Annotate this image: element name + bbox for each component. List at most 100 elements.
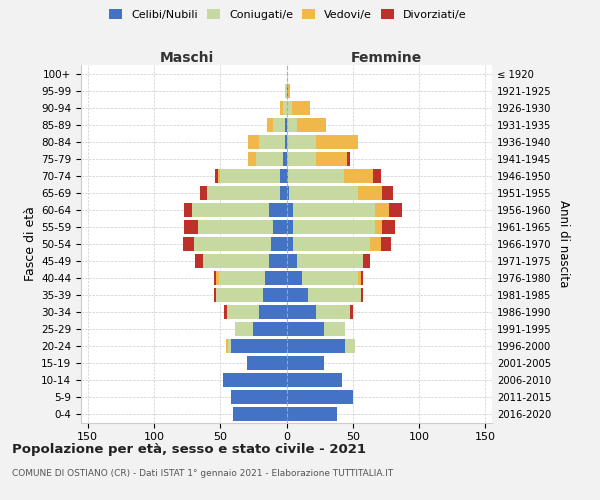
Bar bbox=[269, 202, 287, 216]
Bar bbox=[193, 202, 269, 216]
Bar bbox=[287, 322, 323, 336]
Bar bbox=[259, 305, 287, 319]
Bar bbox=[293, 237, 370, 250]
Bar bbox=[273, 118, 285, 132]
Bar bbox=[323, 322, 345, 336]
Bar bbox=[256, 152, 283, 166]
Bar bbox=[219, 271, 265, 285]
Bar bbox=[376, 220, 382, 234]
Bar bbox=[361, 271, 364, 285]
Bar bbox=[194, 237, 271, 250]
Bar bbox=[287, 152, 316, 166]
Bar bbox=[358, 271, 361, 285]
Bar bbox=[253, 322, 287, 336]
Bar bbox=[214, 288, 216, 302]
Bar bbox=[287, 84, 288, 98]
Bar bbox=[220, 168, 280, 182]
Bar bbox=[380, 237, 391, 250]
Bar bbox=[292, 100, 310, 114]
Bar bbox=[287, 168, 288, 182]
Bar bbox=[269, 254, 287, 268]
Bar bbox=[287, 356, 323, 370]
Bar bbox=[215, 168, 218, 182]
Bar bbox=[308, 288, 361, 302]
Bar bbox=[287, 100, 292, 114]
Bar bbox=[364, 254, 370, 268]
Bar bbox=[287, 373, 342, 387]
Bar bbox=[248, 152, 256, 166]
Bar bbox=[287, 186, 289, 200]
Bar bbox=[287, 390, 353, 404]
Text: Maschi: Maschi bbox=[160, 51, 214, 65]
Text: Femmine: Femmine bbox=[350, 51, 422, 65]
Bar bbox=[266, 118, 273, 132]
Bar bbox=[280, 168, 287, 182]
Bar bbox=[287, 237, 293, 250]
Bar bbox=[271, 237, 287, 250]
Bar bbox=[287, 305, 316, 319]
Bar bbox=[200, 186, 207, 200]
Bar bbox=[283, 152, 287, 166]
Bar bbox=[287, 271, 302, 285]
Bar bbox=[283, 100, 287, 114]
Bar bbox=[345, 339, 355, 353]
Bar bbox=[370, 237, 380, 250]
Bar bbox=[197, 220, 273, 234]
Bar bbox=[285, 118, 287, 132]
Bar bbox=[297, 118, 326, 132]
Bar bbox=[226, 339, 228, 353]
Bar bbox=[223, 373, 287, 387]
Bar bbox=[214, 271, 216, 285]
Bar bbox=[382, 186, 392, 200]
Bar bbox=[216, 271, 219, 285]
Bar bbox=[235, 322, 253, 336]
Bar bbox=[227, 305, 259, 319]
Bar bbox=[287, 288, 308, 302]
Bar bbox=[358, 186, 382, 200]
Bar bbox=[231, 390, 287, 404]
Bar bbox=[263, 288, 287, 302]
Bar bbox=[218, 168, 220, 182]
Bar bbox=[287, 134, 316, 148]
Bar bbox=[382, 220, 395, 234]
Bar bbox=[287, 407, 337, 421]
Bar bbox=[207, 186, 280, 200]
Bar bbox=[265, 271, 287, 285]
Y-axis label: Fasce di età: Fasce di età bbox=[24, 206, 37, 281]
Bar bbox=[259, 134, 285, 148]
Bar bbox=[216, 288, 263, 302]
Bar bbox=[302, 271, 358, 285]
Bar bbox=[287, 118, 297, 132]
Bar bbox=[247, 356, 287, 370]
Bar bbox=[231, 339, 287, 353]
Bar bbox=[373, 168, 380, 182]
Legend: Celibi/Nubili, Coniugati/e, Vedovi/e, Divorziati/e: Celibi/Nubili, Coniugati/e, Vedovi/e, Di… bbox=[106, 6, 470, 23]
Bar bbox=[195, 254, 203, 268]
Bar bbox=[280, 186, 287, 200]
Bar bbox=[316, 152, 347, 166]
Bar bbox=[316, 134, 358, 148]
Text: Popolazione per età, sesso e stato civile - 2021: Popolazione per età, sesso e stato civil… bbox=[12, 442, 366, 456]
Y-axis label: Anni di nascita: Anni di nascita bbox=[557, 200, 570, 288]
Bar bbox=[289, 186, 358, 200]
Text: COMUNE DI OSTIANO (CR) - Dati ISTAT 1° gennaio 2021 - Elaborazione TUTTITALIA.IT: COMUNE DI OSTIANO (CR) - Dati ISTAT 1° g… bbox=[12, 469, 393, 478]
Bar bbox=[361, 288, 364, 302]
Bar bbox=[287, 220, 293, 234]
Bar bbox=[280, 100, 283, 114]
Bar bbox=[273, 220, 287, 234]
Bar bbox=[248, 134, 259, 148]
Bar bbox=[350, 305, 353, 319]
Bar bbox=[183, 237, 194, 250]
Bar bbox=[293, 220, 376, 234]
Bar bbox=[285, 84, 287, 98]
Bar bbox=[288, 168, 344, 182]
Bar bbox=[293, 202, 376, 216]
Bar bbox=[203, 254, 269, 268]
Bar bbox=[344, 168, 373, 182]
Bar bbox=[287, 254, 297, 268]
Bar bbox=[297, 254, 364, 268]
Bar bbox=[287, 202, 293, 216]
Bar bbox=[233, 407, 287, 421]
Bar bbox=[184, 202, 193, 216]
Bar bbox=[228, 339, 231, 353]
